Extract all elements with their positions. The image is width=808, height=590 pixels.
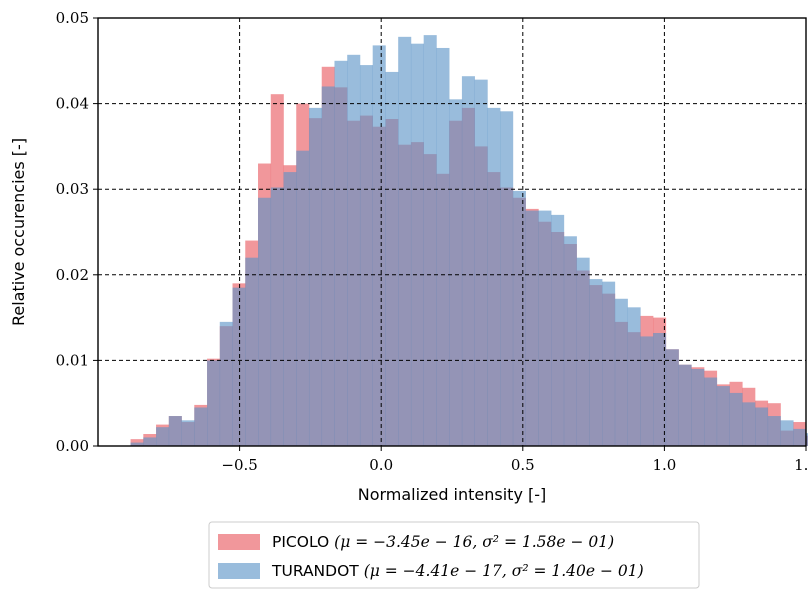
bar-turandot: [232, 287, 246, 446]
tick-labels: −0.5 0.0 0.5 1.0 1.5 0.00 0.01 0.02 0.03 0.04 0.05: [56, 9, 808, 474]
bar-turandot: [168, 416, 182, 446]
ticks-layer: [93, 17, 807, 451]
bar-turandot: [640, 336, 654, 446]
x-tick-label: −0.5: [221, 456, 257, 474]
bar-turandot: [283, 172, 297, 446]
bar-turandot: [143, 437, 157, 446]
y-tick-label: 0.00: [56, 437, 89, 455]
bar-turandot: [576, 257, 590, 446]
bars-layer: [130, 35, 808, 447]
bar-turandot: [436, 47, 450, 447]
bar-turandot: [156, 427, 170, 446]
bar-turandot: [716, 386, 730, 446]
legend-label-picolo: PICOLO (μ = −3.45e − 16, σ² = 1.58e − 01…: [272, 533, 614, 551]
bar-turandot: [627, 307, 641, 446]
bar-turandot: [538, 210, 552, 446]
bar-turandot: [308, 107, 323, 446]
bar-turandot: [474, 79, 488, 446]
bar-turandot: [500, 111, 514, 446]
bar-turandot: [806, 433, 808, 446]
x-tick-label: 0.5: [511, 456, 535, 474]
legend-label-turandot: TURANDOT (μ = −4.41e − 17, σ² = 1.40e − …: [271, 562, 644, 580]
bar-turandot: [423, 35, 437, 447]
bar-turandot: [729, 392, 743, 446]
bar-turandot: [678, 364, 692, 446]
bar-turandot: [614, 298, 628, 446]
bar-turandot: [665, 349, 679, 446]
bar-turandot: [755, 407, 769, 446]
bar-turandot: [793, 428, 807, 446]
bar-turandot: [372, 45, 386, 446]
bar-turandot: [449, 99, 463, 446]
bar-turandot: [334, 60, 348, 447]
y-axis-label: Relative occurencies [-]: [9, 138, 28, 326]
series-turandot: [130, 35, 808, 447]
bar-turandot: [704, 377, 718, 446]
bar-turandot: [487, 107, 501, 446]
x-tick-label: 0.0: [369, 456, 393, 474]
bar-turandot: [296, 150, 310, 446]
bar-turandot: [780, 420, 794, 446]
bar-turandot: [245, 257, 259, 446]
bar-turandot: [385, 71, 399, 446]
plot-frame: [97, 17, 807, 447]
bar-turandot: [525, 210, 539, 446]
legend-swatch-turandot: [218, 563, 260, 579]
bar-turandot: [653, 333, 667, 446]
bar-turandot: [589, 279, 603, 446]
bar-turandot: [181, 420, 195, 446]
bar-turandot: [194, 407, 208, 446]
y-tick-label: 0.05: [56, 9, 89, 27]
y-tick-label: 0.04: [56, 95, 89, 113]
bar-turandot: [691, 368, 705, 446]
bar-turandot: [347, 54, 361, 447]
bar-turandot: [398, 36, 412, 446]
bar-turandot: [219, 321, 233, 446]
legend: PICOLO (μ = −3.45e − 16, σ² = 1.58e − 01…: [208, 521, 700, 589]
bar-turandot: [563, 236, 577, 446]
bar-turandot: [130, 442, 144, 446]
y-tick-label: 0.01: [56, 351, 89, 369]
bar-turandot: [410, 43, 424, 447]
bar-turandot: [767, 416, 781, 446]
bar-turandot: [270, 187, 284, 446]
bar-turandot: [461, 76, 475, 446]
x-axis-label: Normalized intensity [-]: [358, 485, 547, 504]
y-tick-label: 0.02: [56, 266, 89, 284]
bar-turandot: [258, 197, 272, 446]
bar-turandot: [207, 360, 221, 446]
legend-box: [208, 521, 700, 589]
x-tick-label: 1.0: [652, 456, 676, 474]
bar-turandot: [602, 281, 616, 446]
legend-swatch-picolo: [218, 534, 260, 550]
bar-turandot: [551, 214, 565, 446]
bar-turandot: [359, 65, 374, 446]
y-tick-label: 0.03: [56, 180, 89, 198]
bar-turandot: [512, 190, 526, 446]
x-tick-label: 1.5: [794, 456, 808, 474]
bar-turandot: [321, 86, 335, 446]
bar-turandot: [742, 402, 756, 446]
